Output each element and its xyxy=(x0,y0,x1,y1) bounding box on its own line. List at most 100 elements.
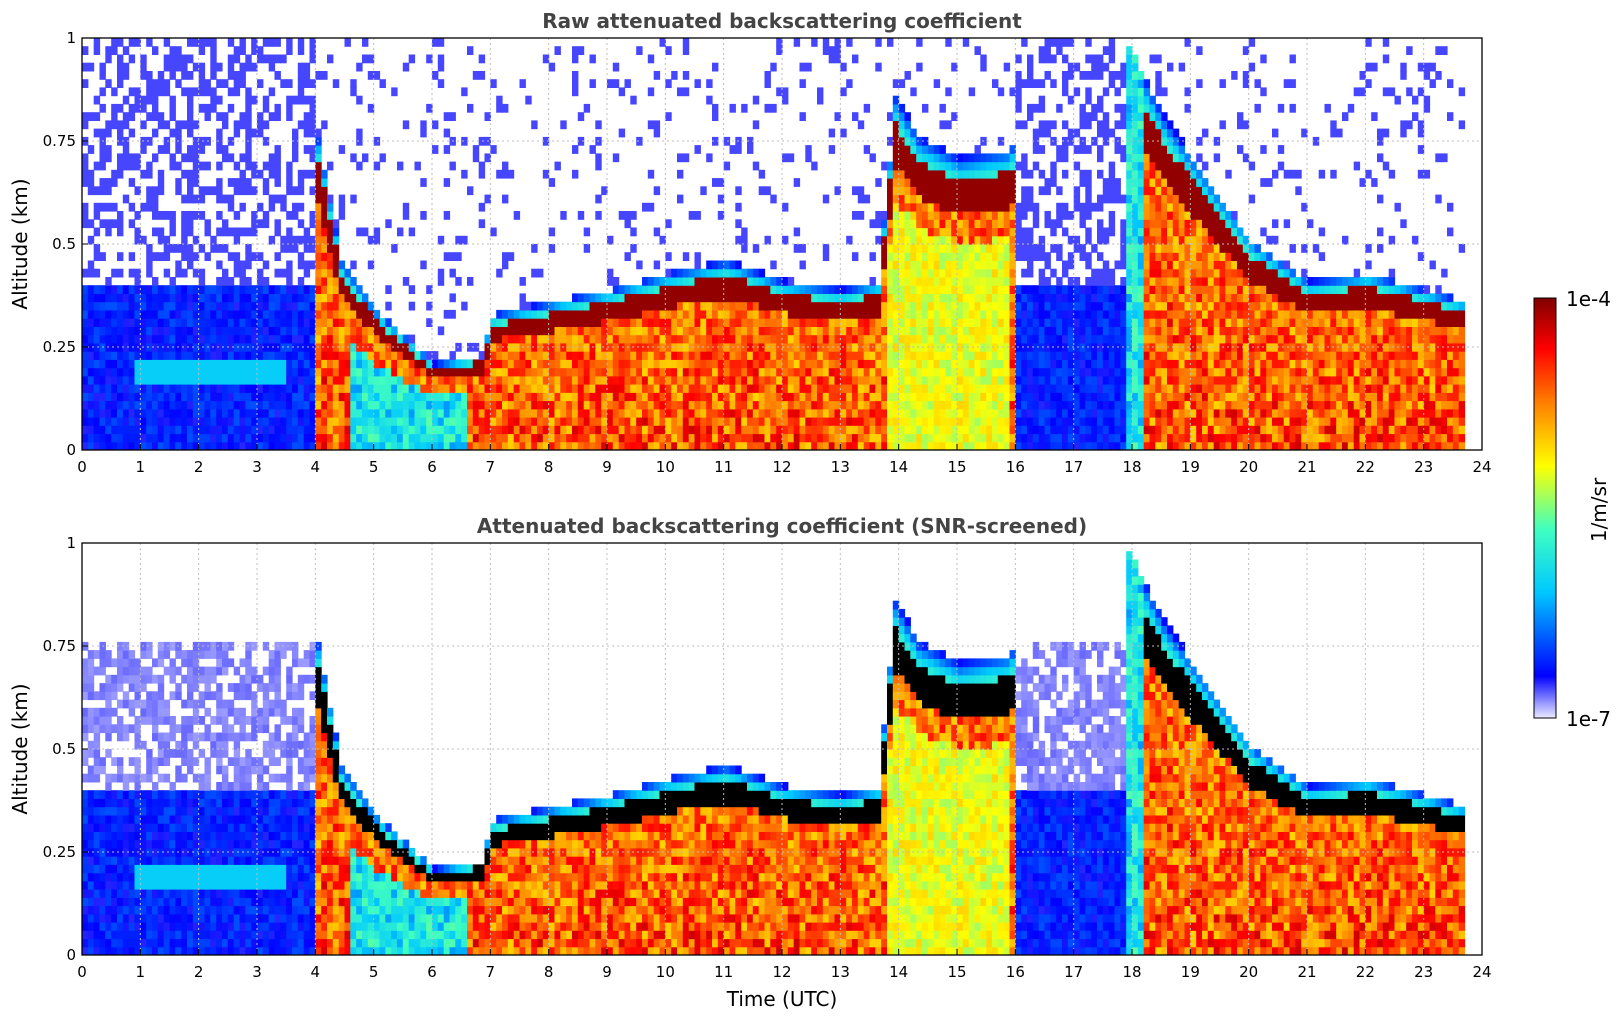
heatmap-cell xyxy=(933,219,941,229)
heatmap-cell xyxy=(140,202,147,212)
heatmap-cells xyxy=(82,38,1466,450)
heatmap-cell xyxy=(122,392,130,402)
heatmap-cell xyxy=(583,326,591,336)
heatmap-cell xyxy=(974,367,981,377)
heatmap-cell xyxy=(747,441,754,450)
heatmap-cell xyxy=(922,441,929,450)
heatmap-cell xyxy=(957,384,964,393)
heatmap-cell xyxy=(227,400,235,410)
heatmap-cell xyxy=(671,425,678,435)
heatmap-cell xyxy=(747,309,754,319)
heatmap-cell xyxy=(134,400,141,410)
heatmap-cell xyxy=(1050,161,1057,171)
heatmap-cell xyxy=(945,178,952,187)
heatmap-cell xyxy=(233,433,241,443)
heatmap-cell xyxy=(268,161,276,171)
heatmap-cell xyxy=(665,367,672,377)
heatmap-cell xyxy=(315,252,322,261)
heatmap-cell xyxy=(1038,334,1046,344)
heatmap-cell xyxy=(222,112,229,121)
heatmap-cell xyxy=(677,375,684,385)
heatmap-cell xyxy=(607,441,614,450)
heatmap-cell xyxy=(665,46,672,55)
heatmap-cell xyxy=(659,351,666,360)
heatmap-cell xyxy=(128,87,136,97)
heatmap-cell xyxy=(245,186,252,196)
heatmap-cell xyxy=(245,408,252,418)
heatmap-cell xyxy=(968,433,976,443)
heatmap-cell xyxy=(449,161,456,171)
heatmap-cell xyxy=(939,441,946,450)
heatmap-cell xyxy=(828,400,836,410)
heatmap-cell xyxy=(1056,384,1063,393)
heatmap-cell xyxy=(554,359,561,369)
heatmap-cell xyxy=(717,285,725,294)
heatmap-cell xyxy=(169,285,176,294)
heatmap-cell xyxy=(204,375,211,385)
heatmap-cell xyxy=(589,301,596,311)
heatmap-cell xyxy=(642,441,649,450)
heatmap-cell xyxy=(216,375,223,385)
heatmap-cell xyxy=(881,400,888,410)
heatmap-cell xyxy=(852,408,859,418)
heatmap-cell xyxy=(297,285,305,294)
heatmap-cell xyxy=(1056,293,1063,303)
heatmap-cell xyxy=(245,285,252,294)
heatmap-cell xyxy=(805,367,812,377)
heatmap-cell xyxy=(712,112,719,121)
heatmap-cell xyxy=(898,103,906,113)
heatmap-cell xyxy=(1108,417,1116,426)
heatmap-cell xyxy=(297,375,305,385)
heatmap-cell xyxy=(309,285,316,294)
heatmap-cell xyxy=(484,351,491,360)
heatmap-cell xyxy=(892,145,900,154)
heatmap-cell xyxy=(362,433,369,443)
heatmap-cell xyxy=(782,359,789,369)
heatmap-cell xyxy=(286,433,293,443)
heatmap-cell xyxy=(904,145,911,154)
heatmap-cell xyxy=(840,285,847,294)
heatmap-cell xyxy=(834,351,841,360)
heatmap-cell xyxy=(175,326,182,336)
heatmap-cell xyxy=(706,318,713,327)
heatmap-cell xyxy=(204,161,211,171)
heatmap-cell xyxy=(1003,277,1011,286)
heatmap-cell xyxy=(688,400,696,410)
heatmap-cell xyxy=(233,342,241,352)
heatmap-cell xyxy=(222,392,229,402)
heatmap-cell xyxy=(315,293,322,303)
heatmap-cell xyxy=(787,433,795,443)
heatmap-cell xyxy=(117,103,124,113)
heatmap-cell xyxy=(933,318,941,327)
heatmap-cell xyxy=(1108,351,1116,360)
heatmap-cell xyxy=(846,334,853,344)
heatmap-cell xyxy=(274,145,281,154)
heatmap-cell xyxy=(1003,178,1011,187)
heatmap-cell xyxy=(974,153,981,163)
heatmap-cell xyxy=(1056,277,1063,286)
heatmap-cell xyxy=(974,309,981,319)
heatmap-cell xyxy=(455,433,462,443)
heatmap-cell xyxy=(945,227,952,237)
heatmap-cell xyxy=(356,375,363,385)
heatmap-cell xyxy=(1091,136,1098,146)
heatmap-cell xyxy=(525,400,532,410)
heatmap-cell xyxy=(437,62,445,72)
heatmap-cell xyxy=(682,359,690,369)
heatmap-cell xyxy=(607,342,614,352)
heatmap-cell xyxy=(572,71,579,80)
heatmap-cell xyxy=(1027,425,1034,435)
heatmap-cell xyxy=(1079,318,1086,327)
heatmap-cell xyxy=(140,235,147,245)
heatmap-cell xyxy=(286,351,293,360)
heatmap-cell xyxy=(939,301,946,311)
heatmap-cell xyxy=(712,103,719,113)
heatmap-cell xyxy=(1062,318,1069,327)
heatmap-cell xyxy=(274,367,281,377)
heatmap-cell xyxy=(251,219,258,229)
heatmap-cell xyxy=(1050,441,1057,450)
heatmap-cell xyxy=(1073,285,1081,294)
heatmap-cell xyxy=(840,351,847,360)
heatmap-cell xyxy=(747,318,754,327)
heatmap-cell xyxy=(1102,293,1110,303)
